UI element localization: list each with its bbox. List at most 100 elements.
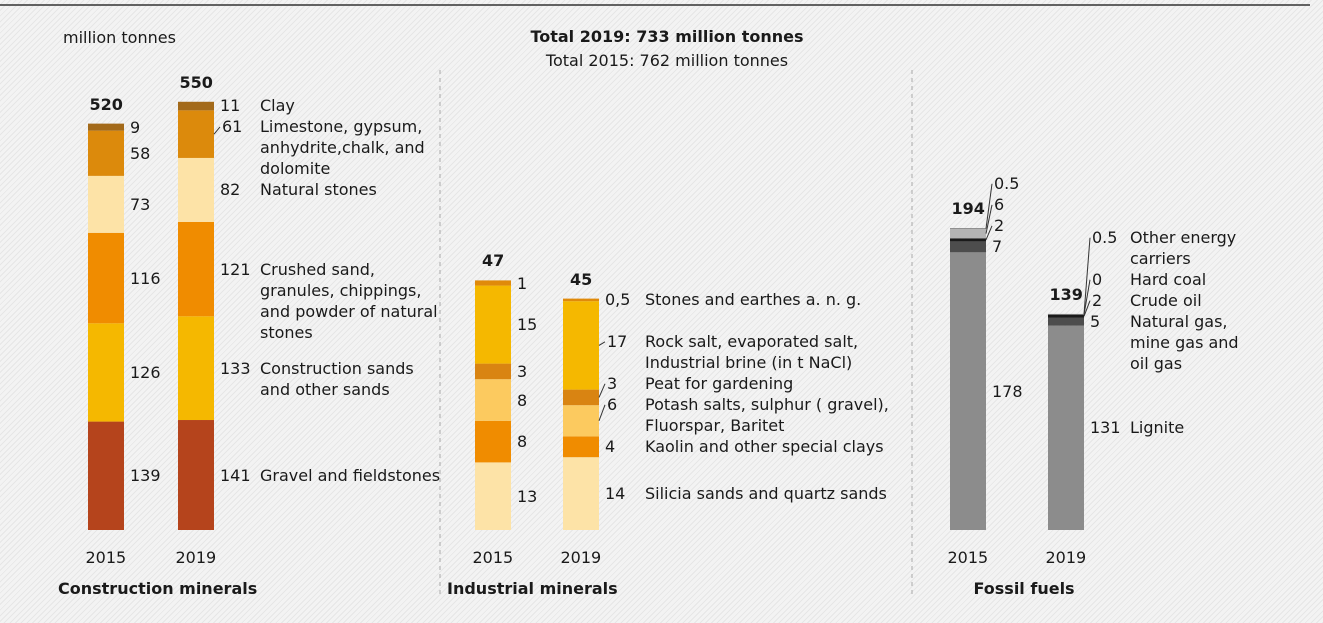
bar-segment — [1048, 317, 1084, 326]
series-name: Silicia sands and quartz sands — [645, 484, 887, 504]
bar-segment — [950, 238, 986, 242]
value-label: 178 — [992, 381, 1023, 401]
bar-segment — [1048, 314, 1084, 318]
bar-segment — [950, 252, 986, 530]
total-label: 550 — [179, 72, 213, 92]
value-label: 2 — [994, 216, 1005, 236]
bar-segment — [563, 301, 599, 390]
bar-segment — [475, 285, 511, 364]
bar-segment — [1048, 313, 1084, 315]
year-label: 2015 — [85, 548, 127, 567]
bar-segment — [178, 316, 214, 421]
value-label: 139 — [130, 466, 161, 486]
bar-segment — [178, 420, 214, 530]
value-label: 0.5 — [1092, 228, 1118, 248]
total-label: 139 — [1049, 284, 1083, 304]
bar-segment — [178, 110, 214, 158]
year-label: 2019 — [175, 548, 217, 567]
series-name: Construction sands and other sands — [260, 358, 414, 399]
bar-segment — [950, 228, 986, 229]
bar-segment — [88, 130, 124, 176]
value-label: 58 — [130, 143, 151, 163]
series-name: Hard coal — [1130, 270, 1207, 290]
value-label: 8 — [517, 390, 528, 410]
value-label: 0,5 — [605, 290, 631, 310]
total-2019: Total 2019: 733 million tonnes — [530, 27, 804, 46]
value-label: 5 — [1090, 312, 1101, 332]
bar-segment — [88, 123, 124, 131]
value-label: 3 — [517, 361, 528, 381]
value-label: 6 — [607, 395, 618, 415]
series-name: Gravel and fieldstones — [260, 465, 441, 485]
leader-line — [598, 404, 606, 421]
value-label: 17 — [607, 332, 628, 352]
bar-segment — [88, 232, 124, 324]
panel-title: Construction minerals — [58, 579, 258, 598]
value-label: 9 — [130, 117, 141, 137]
year-label: 2019 — [560, 548, 602, 567]
value-label: 61 — [222, 117, 243, 137]
value-label: 121 — [220, 259, 251, 279]
panel-title: Fossil fuels — [973, 579, 1075, 598]
year-label: 2015 — [472, 548, 514, 567]
series-name: Natural stones — [260, 180, 377, 200]
bar-segment — [950, 241, 986, 253]
bar-segment — [563, 298, 599, 302]
series-name: Other energy carriers — [1130, 228, 1237, 269]
leader-line — [598, 341, 606, 346]
leader-line — [1083, 300, 1091, 317]
leader-line — [1083, 279, 1091, 315]
series-name: Crude oil — [1130, 291, 1202, 311]
leader-line — [985, 204, 993, 234]
value-label: 73 — [130, 194, 151, 214]
value-label: 11 — [220, 96, 241, 116]
value-label: 7 — [992, 237, 1003, 257]
value-label: 0 — [1092, 270, 1103, 290]
series-name: Crushed sand, granules, chippings, and p… — [260, 259, 438, 342]
leader-line — [598, 383, 606, 398]
value-label: 13 — [517, 486, 538, 506]
value-label: 15 — [517, 315, 538, 335]
total-2015: Total 2015: 762 million tonnes — [545, 51, 789, 70]
series-name: Rock salt, evaporated salt, Industrial b… — [645, 332, 859, 373]
value-label: 82 — [220, 180, 241, 200]
value-label: 2 — [1092, 291, 1103, 311]
bar-segment — [475, 379, 511, 421]
series-name: Limestone, gypsum, anhydrite,chalk, and … — [260, 117, 425, 179]
total-label: 47 — [482, 251, 505, 271]
series-name: Natural gas, mine gas and oil gas — [1130, 312, 1239, 374]
series-name: Kaolin and other special clays — [645, 437, 884, 457]
bar-segment — [1048, 325, 1084, 530]
bar-segment — [475, 363, 511, 380]
bar-segment — [563, 457, 599, 530]
leader-line — [1083, 237, 1091, 315]
bar-segment — [475, 462, 511, 530]
leader-line — [985, 225, 993, 241]
bar-segment — [563, 436, 599, 458]
total-label: 194 — [951, 199, 985, 219]
series-name: Clay — [260, 96, 295, 116]
value-label: 3 — [607, 374, 618, 394]
bar-segment — [178, 101, 214, 111]
bar-segment — [88, 175, 124, 233]
leader-line — [985, 183, 993, 229]
series-name: Lignite — [1130, 418, 1185, 438]
bar-segment — [950, 228, 986, 239]
total-label: 520 — [89, 94, 123, 114]
series-name: Stones and earthes a. n. g. — [645, 290, 862, 310]
year-label: 2019 — [1045, 548, 1087, 567]
value-label: 131 — [1090, 418, 1121, 438]
value-label: 1 — [517, 273, 528, 293]
value-label: 0.5 — [994, 174, 1020, 194]
value-label: 8 — [517, 432, 528, 452]
value-label: 6 — [994, 195, 1005, 215]
bar-segment — [475, 280, 511, 286]
value-label: 141 — [220, 465, 251, 485]
bar-segment — [475, 420, 511, 463]
value-label: 126 — [130, 362, 161, 382]
value-label: 133 — [220, 358, 251, 378]
bar-segment — [563, 405, 599, 437]
year-label: 2015 — [947, 548, 989, 567]
